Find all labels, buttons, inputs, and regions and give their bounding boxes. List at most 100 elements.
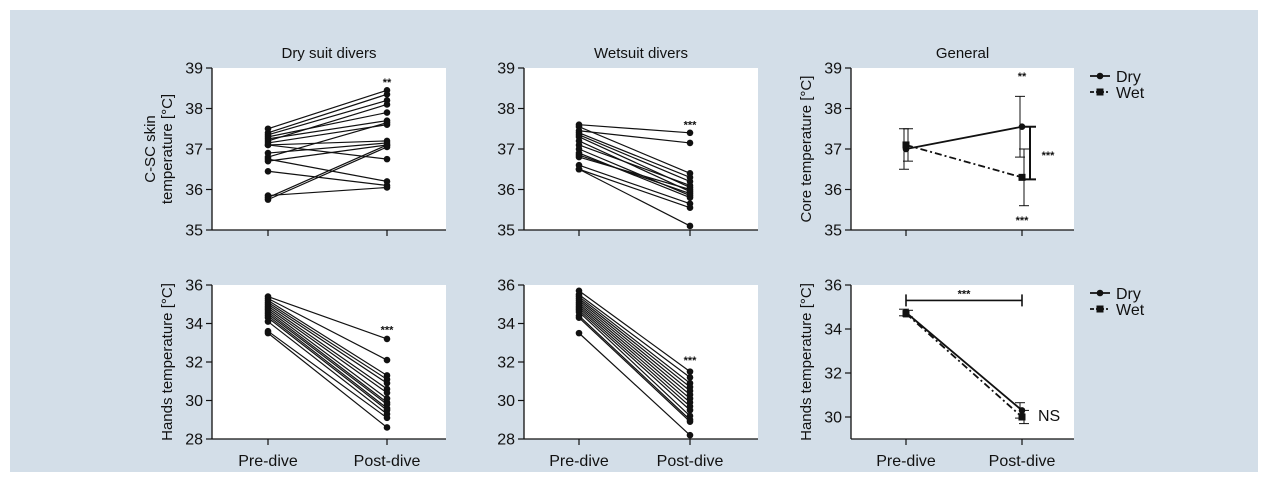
data-point <box>264 157 272 165</box>
data-point <box>383 424 391 431</box>
y-tick-label: 35 <box>824 223 842 240</box>
data-point <box>686 186 694 193</box>
chart-core-general: 35 36 37 38 39 General Core temperature [°C] **… <box>798 45 1145 240</box>
subject-line <box>575 165 694 230</box>
x-tick-label: Post-dive <box>989 453 1056 470</box>
figure-svg: 35 36 37 38 39 Dry suit divers C-SC skin temper… <box>142 45 1145 471</box>
y-tick-label: 32 <box>185 355 203 372</box>
data-point <box>383 184 391 191</box>
data-point <box>264 318 272 325</box>
data-point <box>383 356 391 364</box>
series-line <box>905 144 1023 179</box>
series-line <box>905 312 1023 418</box>
y-tick-label: 34 <box>824 322 842 339</box>
y-tick-label: 35 <box>497 223 515 240</box>
y-tick-label: 36 <box>185 278 203 295</box>
data-point <box>264 329 272 337</box>
chart-dry-hands: 28 30 32 34 36 Pre-dive Post-dive Hands tempera… <box>159 278 446 470</box>
y-tick-label: 36 <box>497 278 515 295</box>
y-tick-label: 28 <box>185 432 203 449</box>
data-point <box>1018 413 1026 421</box>
subject-segment <box>267 332 388 428</box>
legend-label: Dry <box>1116 286 1141 303</box>
legend-label: Dry <box>1116 69 1141 86</box>
subject-segment <box>267 315 388 409</box>
data-point <box>1018 173 1026 181</box>
subject-segment <box>578 317 691 423</box>
y-tick-label: 37 <box>824 142 842 159</box>
x-tick-label: Post-dive <box>354 453 421 470</box>
subject-segment <box>578 132 691 178</box>
data-point <box>686 204 694 212</box>
subject-segment <box>267 89 388 130</box>
data-point <box>264 196 272 203</box>
chart-dry-skin: 35 36 37 38 39 Dry suit divers C-SC skin temper… <box>142 45 446 240</box>
data-point <box>686 374 694 381</box>
data-point <box>1018 123 1026 131</box>
significance-bracket: *** <box>905 288 1023 307</box>
plot-area <box>524 285 758 439</box>
annotation: *** <box>1016 215 1030 227</box>
y-tick-label: 30 <box>824 410 842 427</box>
y-tick-label: 34 <box>497 316 515 333</box>
subject-segment <box>267 297 388 361</box>
chart-hands-general: 30 32 34 36 Pre-dive Post-dive Hands temperatu… <box>798 278 1145 471</box>
subject-segment <box>267 301 388 380</box>
subject-segment <box>578 307 691 407</box>
subject-line <box>264 143 391 203</box>
subject-line <box>575 153 694 193</box>
subject-segment <box>578 134 691 182</box>
annotation: *** <box>381 324 395 336</box>
subject-segment <box>578 130 691 144</box>
data-point <box>383 101 391 108</box>
data-point <box>383 143 391 151</box>
subject-segment <box>578 126 691 174</box>
legend-label: Wet <box>1116 302 1145 319</box>
y-tick-label: 39 <box>185 61 203 78</box>
y-tick-label: 38 <box>497 101 515 118</box>
subject-line <box>264 141 391 163</box>
x-tick-label: Post-dive <box>657 453 724 470</box>
subject-segment <box>267 170 388 187</box>
subject-segment <box>578 140 691 193</box>
data-point <box>383 155 391 163</box>
subject-line <box>264 329 391 431</box>
subject-segment <box>267 146 388 201</box>
x-tick-label: Pre-dive <box>876 453 936 470</box>
subject-segment <box>267 158 388 182</box>
series-line <box>905 125 1023 150</box>
subject-segment <box>578 298 691 388</box>
subject-segment <box>578 294 691 378</box>
legend-label: Wet <box>1116 85 1145 102</box>
data-point <box>383 91 391 98</box>
data-point <box>686 139 694 147</box>
data-point <box>383 389 391 397</box>
chart-wet-hands: 28 30 32 34 36 Pre-dive Post-dive *** <box>497 278 758 470</box>
y-axis-label: C-SC skin <box>142 115 159 183</box>
data-point <box>383 379 391 387</box>
subject-segment <box>578 299 691 392</box>
y-tick-label: 36 <box>497 182 515 199</box>
bracket-label: *** <box>1042 150 1056 162</box>
subject-segment <box>578 303 691 400</box>
plot-area <box>851 285 1074 439</box>
legend-marker <box>1096 88 1104 96</box>
y-axis-label: temperature [°C] <box>159 94 176 204</box>
y-tick-label: 39 <box>497 61 515 78</box>
data-point <box>902 141 910 149</box>
figure: 35 36 37 38 39 Dry suit divers C-SC skin temper… <box>10 10 1258 472</box>
subject-segment <box>267 299 388 376</box>
significance-bracket: *** <box>1024 125 1056 181</box>
subject-segment <box>267 311 388 403</box>
bracket-label: *** <box>958 288 972 300</box>
subject-line <box>264 318 391 418</box>
subject-segment <box>267 144 388 162</box>
y-tick-label: 28 <box>497 432 515 449</box>
data-point <box>383 119 391 126</box>
y-axis-label: Hands temperature [°C] <box>798 283 815 441</box>
y-tick-label: 39 <box>824 61 842 78</box>
subject-segment <box>267 144 388 199</box>
subject-segment <box>267 144 388 160</box>
plot-area <box>524 68 758 230</box>
